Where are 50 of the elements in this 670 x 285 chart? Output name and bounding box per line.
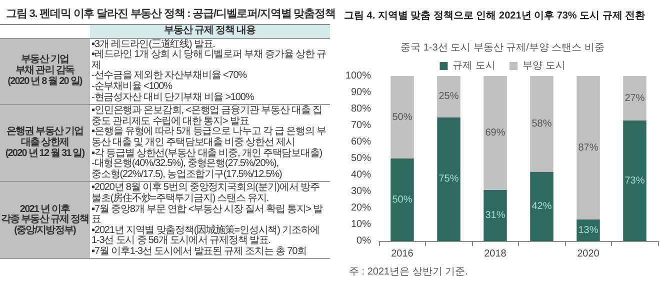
- text: ▪인민은행과 은보감회, <은행업 금융기관 부동산 대출 집중도 관리제도 수립에 대한 통지> 발표 ▪은행을 유형에 따라 5개 등급으로 나누고 각 급 은행의 부동산 대출 및 개인 주택담보대출 비중 상한선 제시 ▪각 등급별 상한선(부동산 대출 비중, 개인 주택담보대출) -대형은행(40%/32.5%), 중형은행(27.5%/20%), 중소형(22%/17.5), 농업조합기구(17.5%/12.5%): [92, 105, 328, 180]
- x-tick-label: 2018: [484, 248, 507, 260]
- x-tick-label: 2020: [577, 248, 600, 260]
- y-tick-label: 10%: [350, 219, 372, 230]
- data-label: 69%: [485, 127, 506, 138]
- bar: [530, 172, 554, 241]
- text: ▪3개 레드라인(三道红线) 발표. ▪레드라인 1개 상회 시 당해 디벨로퍼 부채 증가율 상한 규제 -선수금을 제외한 자산부채비율 <70% -순부채비율 <100% -현금성자산 대비 단기부채 비율 >100%: [92, 38, 328, 104]
- text: 부동산 기업 부채 관리 감독 (2020 년 8 월 20 일): [6, 54, 84, 88]
- chart-title: 그림 4. 지역별 맞춤 정책으로 인해 2021년 이후 73% 도시 규제 전환: [344, 10, 646, 22]
- y-tick-label: 80%: [350, 104, 372, 114]
- bar: [484, 190, 507, 241]
- data-label: 73%: [624, 175, 645, 186]
- bar: [623, 120, 646, 241]
- x-tick-label: 2016: [391, 248, 414, 260]
- text: 은행권 부동산 기업 대출 상한제 (2020 년 12 월 31 일): [4, 126, 86, 160]
- bar: [390, 76, 414, 158]
- bar: [530, 76, 554, 172]
- bar: [437, 76, 460, 118]
- y-tick-label: 60%: [350, 136, 372, 148]
- text: 2021 년 이후 각종 부동산 규제 정책 (중앙/지방정부): [1, 204, 89, 236]
- data-label: 50%: [392, 112, 412, 123]
- y-tick-label: 0%: [356, 236, 372, 246]
- data-label: 75%: [438, 174, 459, 185]
- y-tick-label: 40%: [350, 170, 372, 180]
- legend-label: 규제 도시: [452, 60, 496, 72]
- bar: [576, 76, 600, 220]
- y-tick-label: 100%: [345, 70, 372, 82]
- data-label: 31%: [485, 210, 506, 221]
- text: 그림 3. 펜데믹 이후 달라진 부동산 정책 : 공급/디벨로퍼/지역별 맞춤정책: [6, 7, 336, 21]
- text: 주 : 2021년은 상반기 기준.: [349, 266, 468, 278]
- bar: [484, 76, 507, 190]
- data-label: 13%: [578, 224, 598, 236]
- y-tick-label: 20%: [350, 202, 372, 214]
- y-tick-label: 90%: [350, 87, 372, 98]
- data-label: 27%: [624, 92, 645, 104]
- bar: [623, 76, 646, 121]
- data-label: 87%: [578, 142, 598, 154]
- text: ▪2020년 8월 이후 5번의 중앙정치국회의(분기)에서 방주불초(房住不炒=주택투기금지) 스탠스 유지. ▪7월 중앙8개 부문 연합 <부동산 시장 질서 확립 통지> 발표 ▪2021년 지역별 맞춤정책(因城施策=인성시책) 기조하에 1-3선 도시 중 56개 도시에서 규제정책 발표. ▪7월 이후1-3선 도시에서 발표된 규제 조치는 총 70회: [92, 182, 328, 258]
- text: 부동산 규제 정책 내용: [90, 24, 330, 38]
- legend-label: 부양 도시: [522, 60, 566, 72]
- bar: [437, 117, 460, 241]
- y-tick-label: 30%: [350, 186, 372, 197]
- chart-subtitle: 중국 1-3선 도시 부동산 규제/부양 스탠스 비중: [400, 42, 604, 54]
- data-label: 50%: [392, 194, 412, 206]
- y-tick-label: 70%: [350, 120, 372, 131]
- y-tick-label: 50%: [350, 153, 372, 164]
- data-label: 42%: [532, 200, 552, 212]
- data-label: 58%: [532, 118, 552, 130]
- data-label: 25%: [438, 91, 459, 102]
- bar: [390, 158, 414, 241]
